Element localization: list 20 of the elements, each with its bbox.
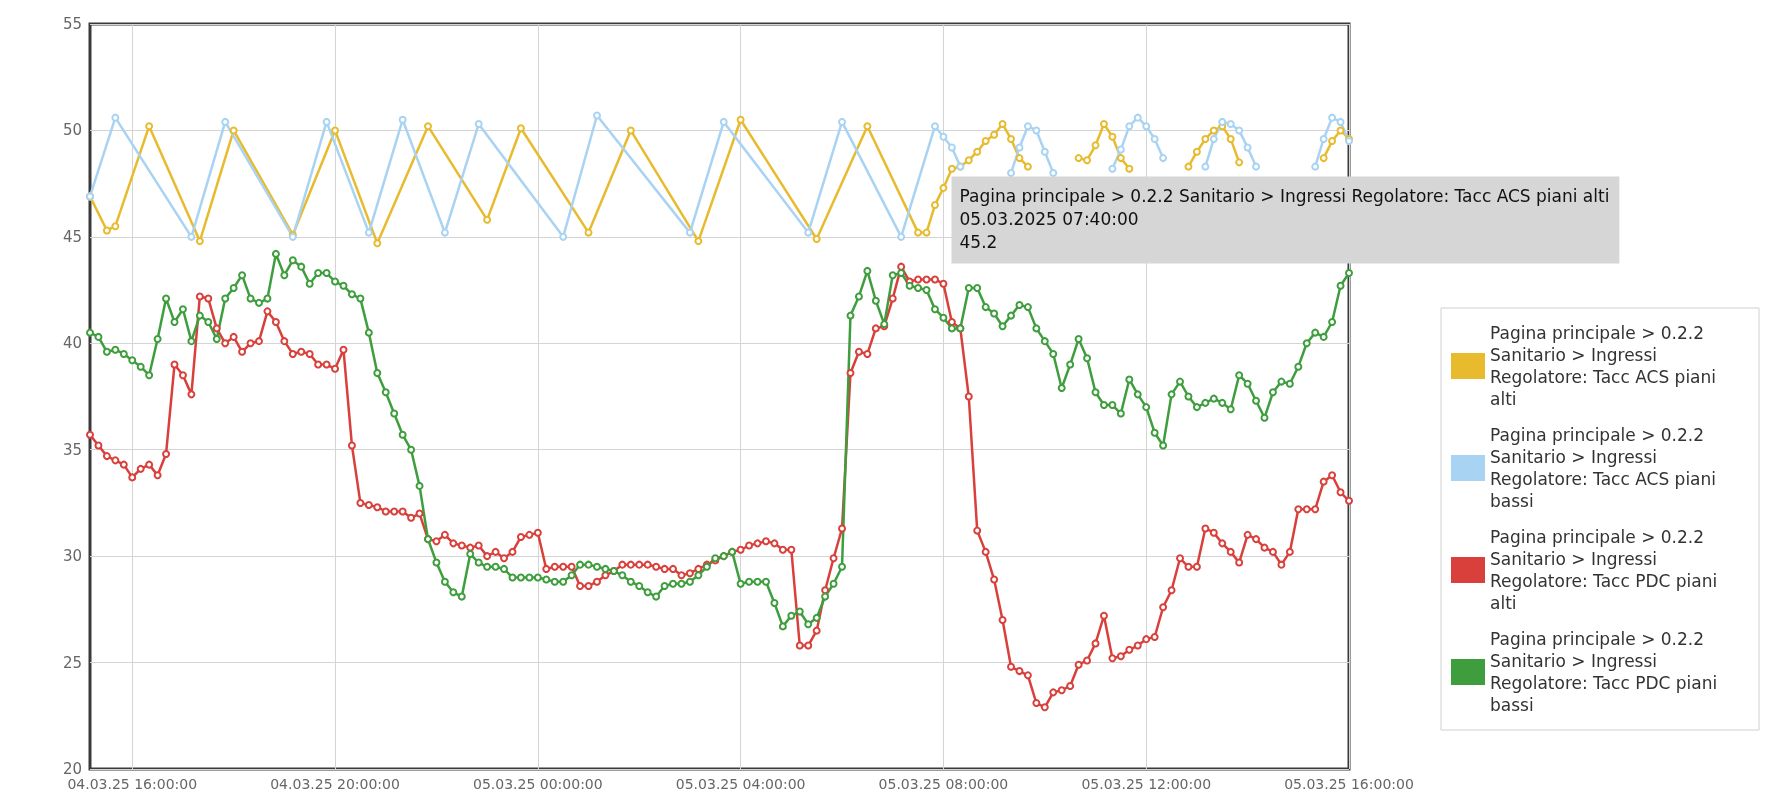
x-tick-label: 05.03.25 04:00:00: [675, 776, 806, 792]
y-tick-label: 50: [62, 121, 82, 140]
annotation: Pagina principale > 0.2.2 Sanitario > Ingressi Regolatore: Tacc ACS piani alti 05.03.2025 07:40:00 45.2: [959, 186, 1610, 253]
y-tick-label: 20: [62, 760, 82, 778]
x-tick-label: 05.03.25 08:00:00: [878, 776, 1009, 792]
y-tick-label: 55: [62, 15, 82, 33]
x-tick-label: 05.03.25 00:00:00: [473, 776, 603, 792]
y-tick-label: 40: [62, 334, 82, 353]
y-tick-label: 35: [62, 440, 82, 459]
y-tick-label: 45: [62, 227, 82, 246]
legend-label: Pagina principale > 0.2.2 Sanitario > Ingressi Regolatore: Tacc PDC piani alti: [1490, 527, 1723, 613]
x-tick-label: 04.03.25 16:00:00: [67, 776, 198, 792]
x-tick-label: 04.03.25 20:00:00: [270, 776, 400, 792]
y-tick-label: 25: [62, 653, 82, 672]
legend-label: Pagina principale > 0.2.2 Sanitario > Ingressi Regolatore: Tacc ACS piani alti: [1490, 323, 1722, 409]
y-tick-label: 30: [62, 547, 82, 566]
x-tick-label: 05.03.25 16:00:00: [1284, 776, 1414, 792]
legend-label: Pagina principale > 0.2.2 Sanitario > Ingressi Regolatore: Tacc PDC piani bassi: [1490, 629, 1723, 715]
x-tick-label: 05.03.25 12:00:00: [1081, 776, 1212, 792]
legend-label: Pagina principale > 0.2.2 Sanitario > Ingressi Regolatore: Tacc ACS piani bassi: [1490, 425, 1722, 511]
